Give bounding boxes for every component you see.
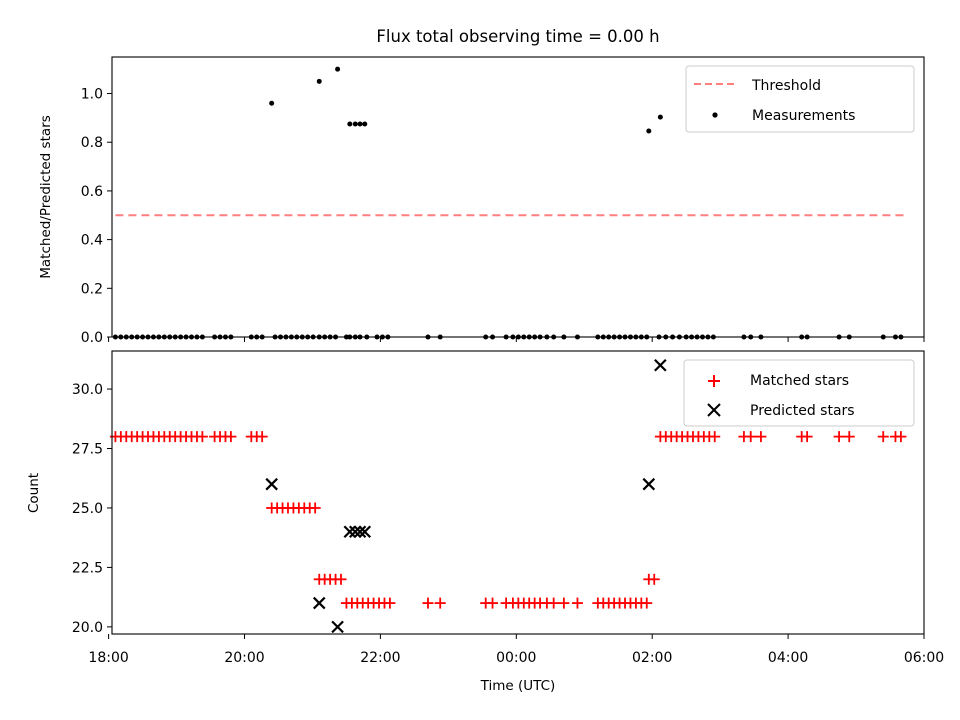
top-y-axis-label: Matched/Predicted stars <box>38 115 54 278</box>
measurement-point <box>316 78 322 84</box>
matched-star-point <box>843 431 855 443</box>
matched-star-point <box>309 502 321 514</box>
measurement-point <box>657 114 663 120</box>
matched-star-point <box>335 573 347 585</box>
matched-star-point <box>571 597 583 609</box>
legend-predicted-label: Predicted stars <box>750 403 855 419</box>
top-ytick-label: 0.0 <box>81 330 103 346</box>
matched-star-point <box>434 597 446 609</box>
predicted-star-point <box>343 525 357 539</box>
bottom-xtick-label: 06:00 <box>904 650 944 666</box>
measurement-point <box>269 100 275 106</box>
bottom-xtick-label: 20:00 <box>224 650 264 666</box>
predicted-star-point <box>642 477 656 491</box>
top-ytick-label: 0.8 <box>81 135 103 151</box>
bottom-xtick-label: 22:00 <box>360 650 400 666</box>
measurement-point <box>357 121 363 127</box>
matched-star-point <box>256 431 268 443</box>
matched-star-point <box>877 431 889 443</box>
predicted-star-point <box>348 525 362 539</box>
top-legend: Threshold Measurements <box>685 65 915 133</box>
matched-star-point <box>648 573 660 585</box>
legend-matched-swatch <box>708 375 720 387</box>
matched-star-point <box>641 597 653 609</box>
top-axes: 0.0 0.2 0.4 0.6 0.8 1.0 Matched/Predicted sta… <box>38 56 925 346</box>
matched-star-point <box>548 597 560 609</box>
matched-star-point <box>709 431 721 443</box>
legend-predicted-swatch <box>707 403 721 417</box>
bottom-y-axis-label: Count <box>26 473 42 513</box>
bottom-ytick-label: 25.0 <box>72 501 103 517</box>
measurement-point <box>347 121 353 127</box>
predicted-star-point <box>265 477 278 491</box>
predicted-star-point <box>331 620 344 634</box>
top-ytick-label: 1.0 <box>81 87 103 103</box>
predicted-star-point <box>654 358 667 372</box>
top-ytick-label: 0.2 <box>81 281 103 297</box>
bottom-xtick-label: 04:00 <box>768 650 808 666</box>
x-axis-label: Time (UTC) <box>480 678 556 694</box>
matched-star-point <box>755 431 767 443</box>
predicted-star-point <box>312 596 326 610</box>
measurement-point <box>352 121 358 127</box>
bottom-legend: Matched stars Predicted stars <box>683 359 915 427</box>
matched-star-point <box>895 431 907 443</box>
measurement-point <box>362 121 368 127</box>
bottom-axes: 20.0 22.5 25.0 27.5 30.0 18:00 20:00 22:00 00:0… <box>26 350 944 694</box>
bottom-ytick-label: 20.0 <box>72 620 103 636</box>
bottom-xtick-label: 18:00 <box>88 650 128 666</box>
predicted-star-point <box>353 525 367 539</box>
bottom-xtick-label: 02:00 <box>632 650 672 666</box>
top-ytick-label: 0.6 <box>81 184 103 200</box>
chart-title: Flux total observing time = 0.00 h <box>376 27 659 46</box>
matched-star-point <box>801 431 813 443</box>
measurement-point <box>335 66 341 72</box>
legend-measurements-swatch <box>712 112 718 118</box>
matched-star-point <box>487 597 499 609</box>
bottom-ytick-label: 30.0 <box>72 382 103 398</box>
matched-star-point <box>745 431 757 443</box>
bottom-ytick-label: 22.5 <box>72 560 103 576</box>
legend-threshold-label: Threshold <box>751 78 821 94</box>
legend-matched-label: Matched stars <box>750 373 849 389</box>
top-ytick-label: 0.4 <box>81 233 103 249</box>
matched-star-point <box>833 431 845 443</box>
top-axes-frame <box>111 56 925 338</box>
matched-star-point <box>384 597 396 609</box>
predicted-star-point <box>358 525 372 539</box>
matched-star-point <box>225 431 237 443</box>
legend-measurements-label: Measurements <box>752 108 855 124</box>
measurement-point <box>646 128 652 134</box>
matched-star-point <box>558 597 570 609</box>
bottom-xtick-label: 00:00 <box>496 650 536 666</box>
bottom-axes-frame <box>111 350 925 635</box>
matched-star-point <box>196 431 208 443</box>
bottom-ytick-label: 27.5 <box>72 442 103 458</box>
matched-star-point <box>422 597 434 609</box>
